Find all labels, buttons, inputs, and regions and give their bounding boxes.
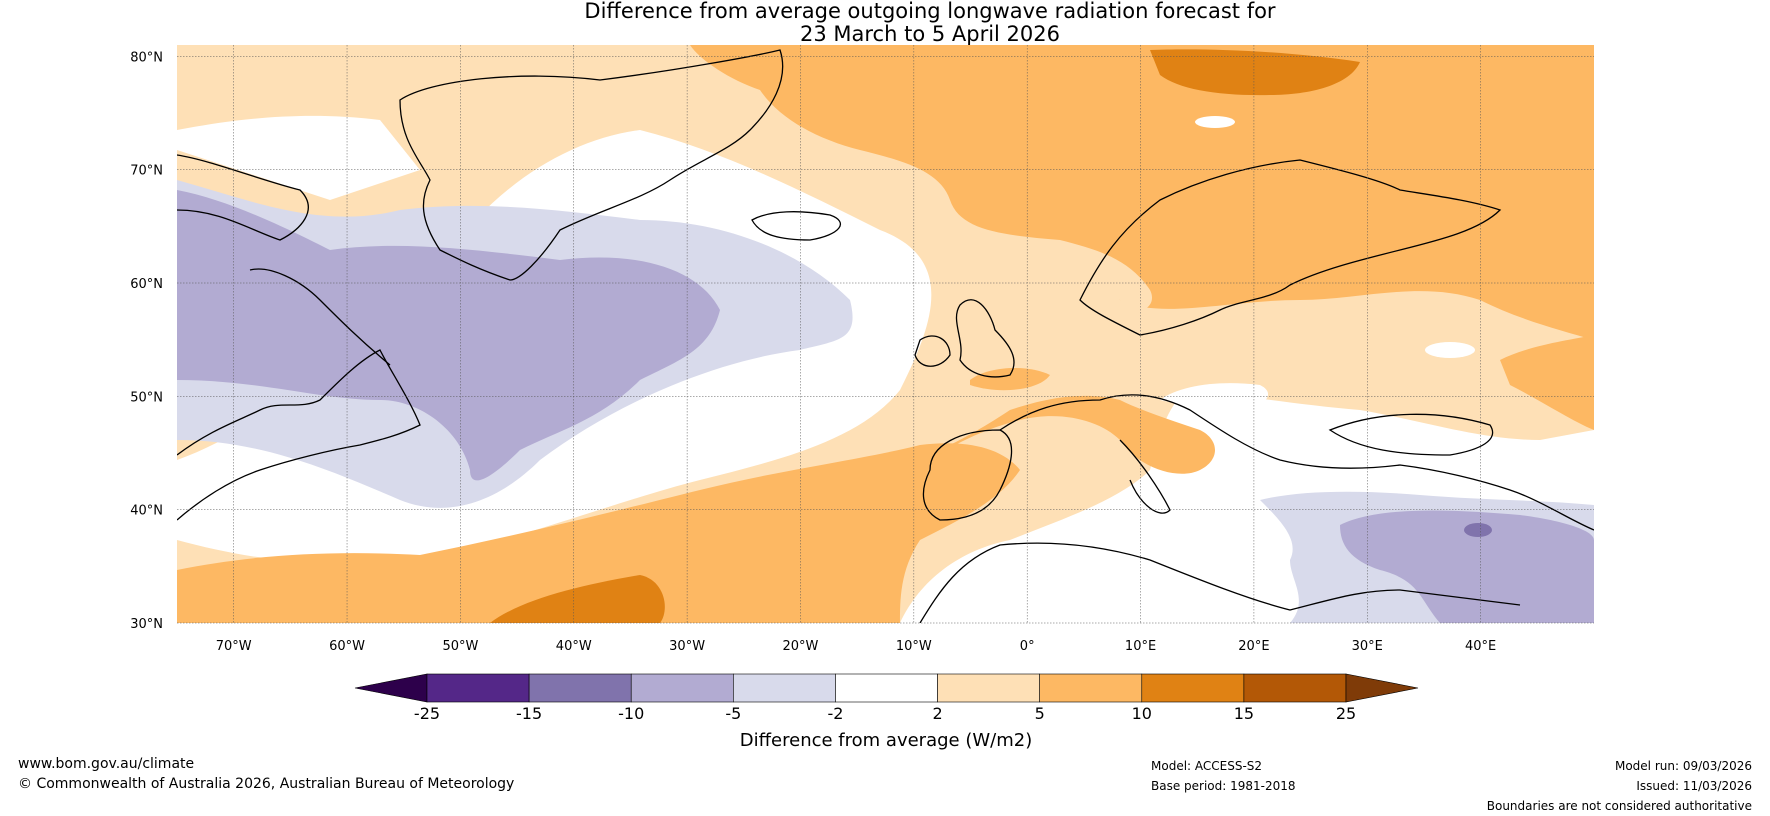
- footer-base-period: Base period: 1981-2018: [1151, 779, 1296, 793]
- coast-north-america: [177, 349, 421, 521]
- footer-run-info: Model run: 09/03/2026 Issued: 11/03/2026…: [1352, 756, 1752, 816]
- colorbar-extend-max: [1345, 673, 1419, 703]
- anomaly-m15-m10-turkey: [1464, 523, 1492, 537]
- lat-label: 30°N: [130, 617, 163, 632]
- colorbar-segment: [1141, 673, 1245, 703]
- lon-label: 40°W: [556, 639, 592, 654]
- anomaly-neutral-barents: [1195, 116, 1235, 128]
- anomaly-m10-m5-atlantic: [177, 190, 720, 481]
- coast-southern-europe: [999, 394, 1594, 531]
- coast-iceland: [751, 211, 842, 241]
- footer-model-run: Model run: 09/03/2026: [1614, 759, 1752, 773]
- lat-label: 80°N: [130, 50, 163, 65]
- colorbar-tick-label: -25: [414, 704, 440, 723]
- lon-label: 0°: [1020, 639, 1035, 654]
- colorbar-tick-label: 5: [1035, 704, 1045, 723]
- colorbar-tick-label: 2: [932, 704, 942, 723]
- coast-greenland: [399, 49, 784, 281]
- lon-label: 30°E: [1352, 639, 1383, 654]
- footer-issued: Issued: 11/03/2026: [1636, 779, 1752, 793]
- colorbar-tick-label: 10: [1132, 704, 1152, 723]
- colorbar-extend-min: [354, 673, 428, 703]
- colorbar-segment: [1243, 673, 1347, 703]
- footer-website[interactable]: www.bom.gov.au/climate: [18, 756, 195, 772]
- footer-left: www.bom.gov.au/climate © Commonwealth of…: [18, 754, 514, 794]
- title-line-1: Difference from average outgoing longwav…: [584, 0, 1276, 23]
- longitude-labels: 70°W 60°W 50°W 40°W 30°W 20°W 10°W 0° 10°E 20°E 30…: [216, 639, 1497, 654]
- colorbar-tick-label: -5: [725, 704, 741, 723]
- lon-label: 10°E: [1125, 639, 1156, 654]
- colorbar-tick-label: 25: [1336, 704, 1356, 723]
- map-area: [177, 45, 1594, 623]
- coast-great-britain: [955, 299, 1015, 378]
- coast-baffin-island: [177, 154, 309, 241]
- coastlines: [177, 49, 1594, 623]
- anomaly-neutral-alps: [1160, 383, 1269, 415]
- colorbar-tick-label: -10: [618, 704, 644, 723]
- colorbar: -25 -15 -10 -5 -2 2 5 10 15 25: [354, 673, 1419, 723]
- lon-label: 60°W: [329, 639, 365, 654]
- lon-label: 70°W: [216, 639, 252, 654]
- anomaly-10-15-atlantic: [490, 575, 665, 623]
- anomaly-5-10-russia: [1500, 335, 1594, 430]
- footer-copyright: © Commonwealth of Australia 2026, Austra…: [18, 776, 515, 792]
- latitude-labels: 80°N 70°N 60°N 50°N 40°N 30°N: [130, 50, 163, 632]
- lon-label: 20°W: [783, 639, 819, 654]
- anomaly-5-10-subtropical-atlantic: [177, 443, 1020, 623]
- colorbar-segment: [733, 673, 836, 703]
- coast-black-sea: [1328, 413, 1494, 456]
- anomaly-5-10-england: [970, 368, 1050, 391]
- footer-model-info: Model: ACCESS-S2 Base period: 1981-2018: [1151, 756, 1296, 796]
- lat-label: 70°N: [130, 164, 163, 179]
- colorbar-segment: [835, 673, 938, 703]
- lat-label: 40°N: [130, 504, 163, 519]
- chart-title: Difference from average outgoing longwav…: [230, 0, 1630, 46]
- coast-labrador: [249, 268, 391, 366]
- anomaly-5-10-iberia-italy: [920, 395, 1215, 474]
- anomaly-neutral-russia: [1425, 342, 1475, 358]
- lon-label: 40°E: [1465, 639, 1496, 654]
- lat-label: 60°N: [130, 277, 163, 292]
- anomaly-10-15-svalbard: [1150, 49, 1360, 96]
- title-line-2: 23 March to 5 April 2026: [800, 22, 1060, 46]
- footer-disclaimer: Boundaries are not considered authoritat…: [1486, 799, 1752, 813]
- colorbar-segment: [426, 673, 530, 703]
- anomaly-m10-m5-turkey: [1340, 510, 1594, 623]
- colorbar-tick-label: -2: [827, 704, 843, 723]
- colorbar-segment: [528, 673, 632, 703]
- lat-label: 50°N: [130, 390, 163, 405]
- coast-scandinavia: [1079, 159, 1502, 336]
- coast-north-africa: [919, 542, 1521, 623]
- anomaly-2-5-baltic: [1060, 240, 1153, 311]
- colorbar-segment: [1039, 673, 1143, 703]
- colorbar-tick-label: 15: [1234, 704, 1254, 723]
- lon-label: 50°W: [442, 639, 478, 654]
- anomaly-5-10-north: [690, 45, 1594, 340]
- anomaly-neutral-baffin: [177, 115, 420, 200]
- colorbar-title: Difference from average (W/m2): [740, 730, 1032, 751]
- colorbar-segment: [937, 673, 1040, 703]
- colorbar-segment: [630, 673, 734, 703]
- gridlines: [177, 45, 1594, 624]
- coast-italy: [1119, 439, 1171, 514]
- colorbar-tick-label: -15: [516, 704, 542, 723]
- coast-ireland: [914, 335, 951, 367]
- lon-label: 10°W: [896, 639, 932, 654]
- lon-label: 30°W: [669, 639, 705, 654]
- lon-label: 20°E: [1238, 639, 1269, 654]
- footer-model: Model: ACCESS-S2: [1151, 759, 1263, 773]
